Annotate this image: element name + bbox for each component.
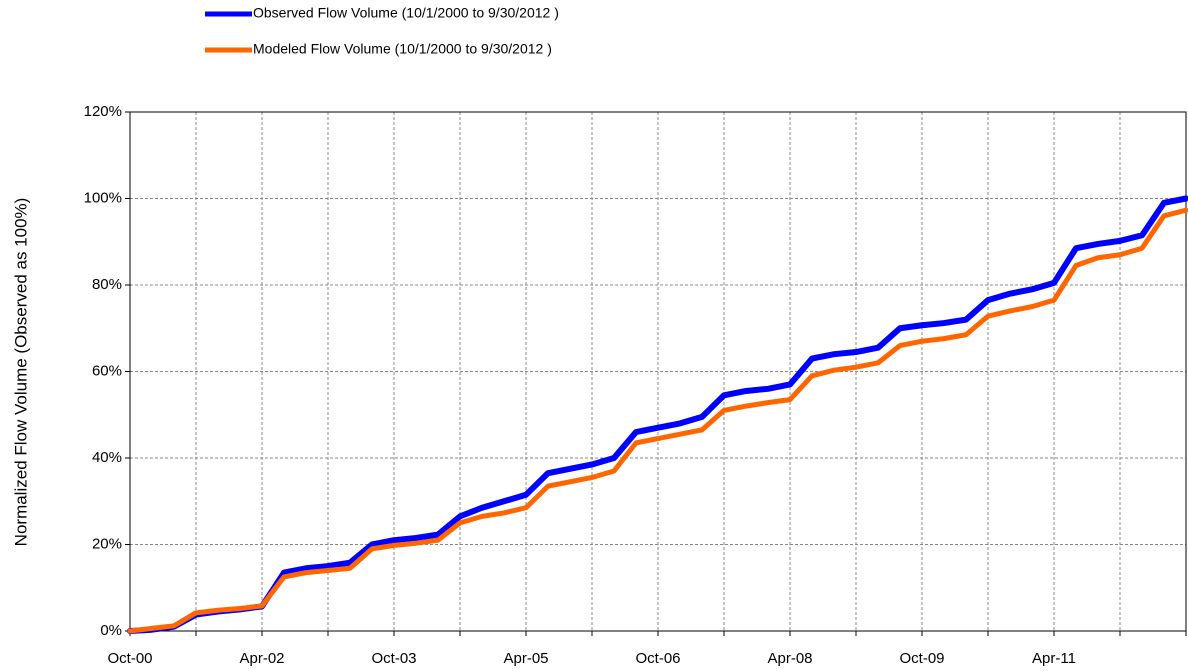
y-tick-label: 100% xyxy=(84,189,122,206)
x-tick-label: Apr-02 xyxy=(239,650,284,667)
y-tick-label: 0% xyxy=(100,622,122,639)
x-tick-label: Apr-08 xyxy=(767,650,812,667)
x-tick-label: Apr-05 xyxy=(503,650,548,667)
y-tick-label: 40% xyxy=(92,449,122,466)
legend-label: Observed Flow Volume (10/1/2000 to 9/30/… xyxy=(253,5,559,21)
data-line xyxy=(127,195,1188,634)
legend-label: Modeled Flow Volume (10/1/2000 to 9/30/2… xyxy=(253,41,552,57)
x-tick-label: Apr-11 xyxy=(1032,650,1076,667)
y-tick-label: 20% xyxy=(92,535,122,552)
data-line xyxy=(127,207,1188,634)
x-tick-label: Oct-09 xyxy=(899,650,944,667)
y-tick-label: 60% xyxy=(92,362,122,379)
y-tick-label: 120% xyxy=(84,103,122,120)
y-axis-title: Normalized Flow Volume (Observed as 100%… xyxy=(11,198,30,547)
x-tick-label: Oct-06 xyxy=(635,650,680,667)
y-tick-label: 80% xyxy=(92,276,122,293)
plot-frame xyxy=(129,111,1187,632)
x-tick-label: Oct-00 xyxy=(107,650,152,667)
x-tick-label: Oct-03 xyxy=(371,650,416,667)
